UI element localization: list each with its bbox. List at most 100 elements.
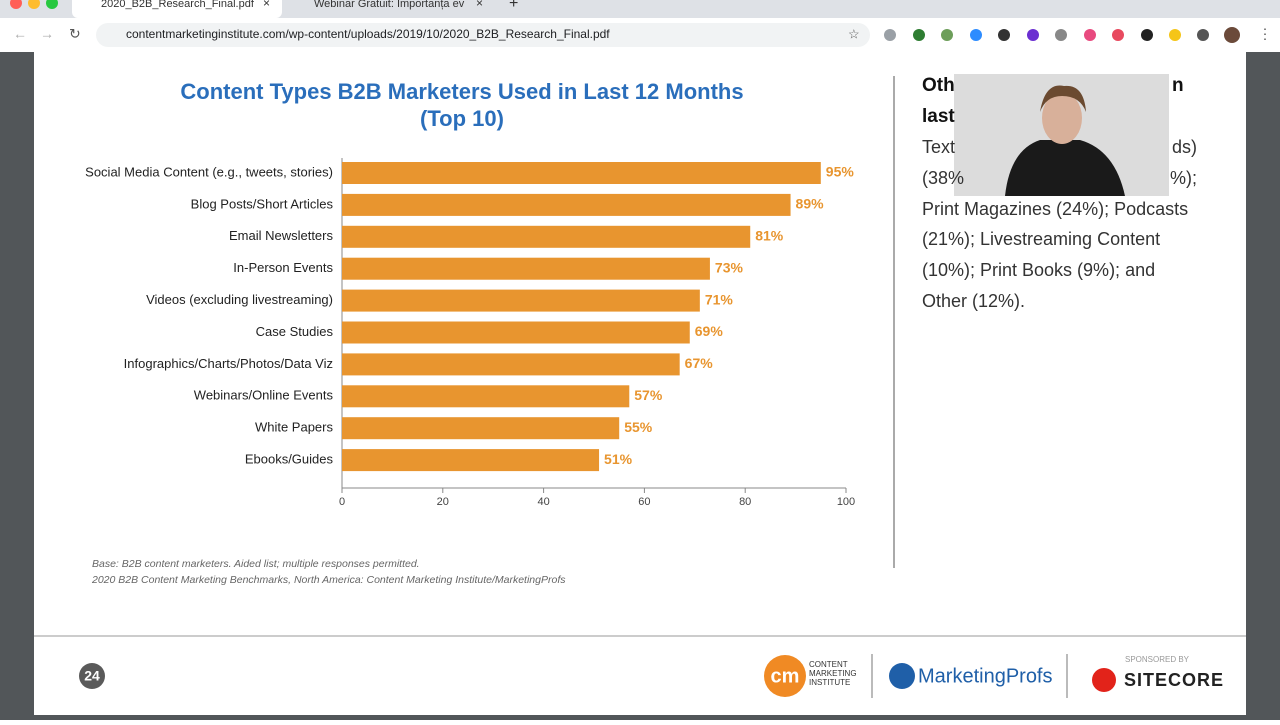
- chart-title: Content Types B2B Marketers Used in Last…: [180, 79, 743, 104]
- bar: [342, 225, 751, 248]
- category-label: Ebooks/Guides: [245, 452, 334, 467]
- category-label: White Papers: [255, 420, 334, 435]
- cmi-name: CONTENT: [809, 660, 848, 669]
- sidebar-line: ds): [1172, 137, 1197, 157]
- extension[interactable]: [1141, 29, 1153, 41]
- tab-title[interactable]: Webinar Gratuit: Importanța ev: [314, 0, 465, 10]
- presenter-body: [1005, 140, 1125, 196]
- reload-button[interactable]: ↻: [69, 26, 81, 42]
- extension[interactable]: [1169, 29, 1181, 41]
- value-label: 81%: [755, 228, 784, 244]
- bar: [342, 417, 620, 440]
- x-tick-label: 100: [837, 496, 855, 508]
- mp-logo: [889, 663, 915, 689]
- category-label: Email Newsletters: [229, 228, 334, 243]
- category-label: Social Media Content (e.g., tweets, stor…: [85, 164, 333, 179]
- new-tab[interactable]: +: [509, 0, 518, 12]
- category-label: In-Person Events: [233, 260, 333, 275]
- sidebar-line: (38%: [922, 168, 964, 188]
- address-bar[interactable]: [96, 23, 870, 47]
- sitecore: SITECORE: [1124, 670, 1224, 690]
- marketingprofs: MarketingProfs: [918, 665, 1053, 687]
- page-number: 24: [84, 668, 100, 684]
- extension[interactable]: [941, 29, 953, 41]
- menu[interactable]: ⋮: [1258, 26, 1272, 42]
- presenter-face: [1042, 92, 1082, 144]
- bookmark-star[interactable]: ☆: [848, 26, 860, 41]
- cmi-badge: cm: [771, 665, 800, 687]
- sidebar-heading: n: [1172, 75, 1184, 96]
- value-label: 67%: [685, 355, 714, 371]
- value-label: 73%: [715, 259, 744, 275]
- value-label: 55%: [624, 419, 653, 435]
- back-button[interactable]: ←: [13, 26, 27, 42]
- value-label: 69%: [695, 323, 724, 339]
- extension[interactable]: [1112, 29, 1124, 41]
- x-tick-label: 80: [739, 496, 751, 508]
- sidebar-heading: Oth: [922, 75, 955, 96]
- zoom-window[interactable]: [46, 0, 58, 9]
- sidebar-line: (10%); Print Books (9%); and: [922, 260, 1155, 280]
- bar: [342, 385, 630, 408]
- sidebar-line: Text: [922, 137, 955, 157]
- sidebar-line: Other (12%).: [922, 291, 1025, 311]
- extension[interactable]: [970, 29, 982, 41]
- value-label: 89%: [796, 196, 825, 212]
- bar: [342, 162, 821, 184]
- value-label: 51%: [604, 451, 633, 467]
- cmi-logo: [764, 655, 806, 697]
- extensions: ⋮: [884, 26, 1272, 43]
- bar: [342, 321, 690, 344]
- sidebar-heading: last: [922, 106, 955, 127]
- x-tick-label: 0: [339, 496, 345, 508]
- bar: [342, 193, 791, 216]
- profile[interactable]: [1224, 27, 1240, 43]
- value-label: 71%: [705, 291, 734, 307]
- bar: [342, 353, 680, 376]
- chart: 0 20 40 60 80 100 Social Media Content (e.g., …: [85, 158, 855, 508]
- page-badge: [79, 663, 105, 689]
- extension[interactable]: [1197, 29, 1209, 41]
- x-tick-label: 20: [437, 496, 449, 508]
- sidebar-line: Print Magazines (24%); Podcasts: [922, 199, 1188, 219]
- category-label: Case Studies: [256, 324, 334, 339]
- sitecore-logo: [1092, 668, 1116, 692]
- cmi-name: MARKETING: [809, 669, 857, 678]
- active-tab[interactable]: [72, 0, 282, 18]
- category-label: Infographics/Charts/Photos/Data Viz: [124, 356, 333, 371]
- presenter-hair: [1040, 85, 1086, 112]
- x-tick-label: 60: [638, 496, 650, 508]
- tab-close[interactable]: ×: [476, 0, 483, 10]
- forward-button[interactable]: →: [40, 26, 54, 42]
- extension[interactable]: [1084, 29, 1096, 41]
- note: 2020 B2B Content Marketing Benchmarks, N…: [91, 574, 566, 586]
- category-label: Videos (excluding livestreaming): [146, 292, 333, 307]
- sidebar-text: Oth n last Text ds) (38% %); Print Magazines (2…: [922, 75, 1197, 311]
- bar: [342, 257, 710, 280]
- tab-close[interactable]: ×: [263, 0, 270, 10]
- bar: [342, 449, 600, 472]
- category-label: Webinars/Online Events: [194, 388, 334, 403]
- extension[interactable]: [1027, 29, 1039, 41]
- sidebar-line: (21%); Livestreaming Content: [922, 229, 1160, 249]
- tab-strip: [0, 0, 1280, 18]
- url: contentmarketinginstitute.com/wp-content…: [126, 27, 610, 41]
- category-label: Blog Posts/Short Articles: [191, 196, 334, 211]
- cmi-name: INSTITUTE: [809, 678, 850, 687]
- bar: [342, 289, 700, 312]
- extension[interactable]: [913, 29, 925, 41]
- minimize-window[interactable]: [28, 0, 40, 9]
- x-tick-label: 40: [537, 496, 549, 508]
- sidebar-line: %);: [1170, 168, 1197, 188]
- extension[interactable]: [998, 29, 1010, 41]
- close-window[interactable]: [10, 0, 22, 9]
- sponsored-by: SPONSORED BY: [1125, 655, 1190, 664]
- tab-title: 2020_B2B_Research_Final.pdf: [101, 0, 255, 10]
- value-label: 57%: [634, 387, 663, 403]
- note: Base: B2B content marketers. Aided list;…: [92, 558, 420, 570]
- chart-title: (Top 10): [420, 106, 504, 131]
- extension[interactable]: [884, 29, 896, 41]
- extension[interactable]: [1055, 29, 1067, 41]
- value-label: 95%: [826, 164, 855, 180]
